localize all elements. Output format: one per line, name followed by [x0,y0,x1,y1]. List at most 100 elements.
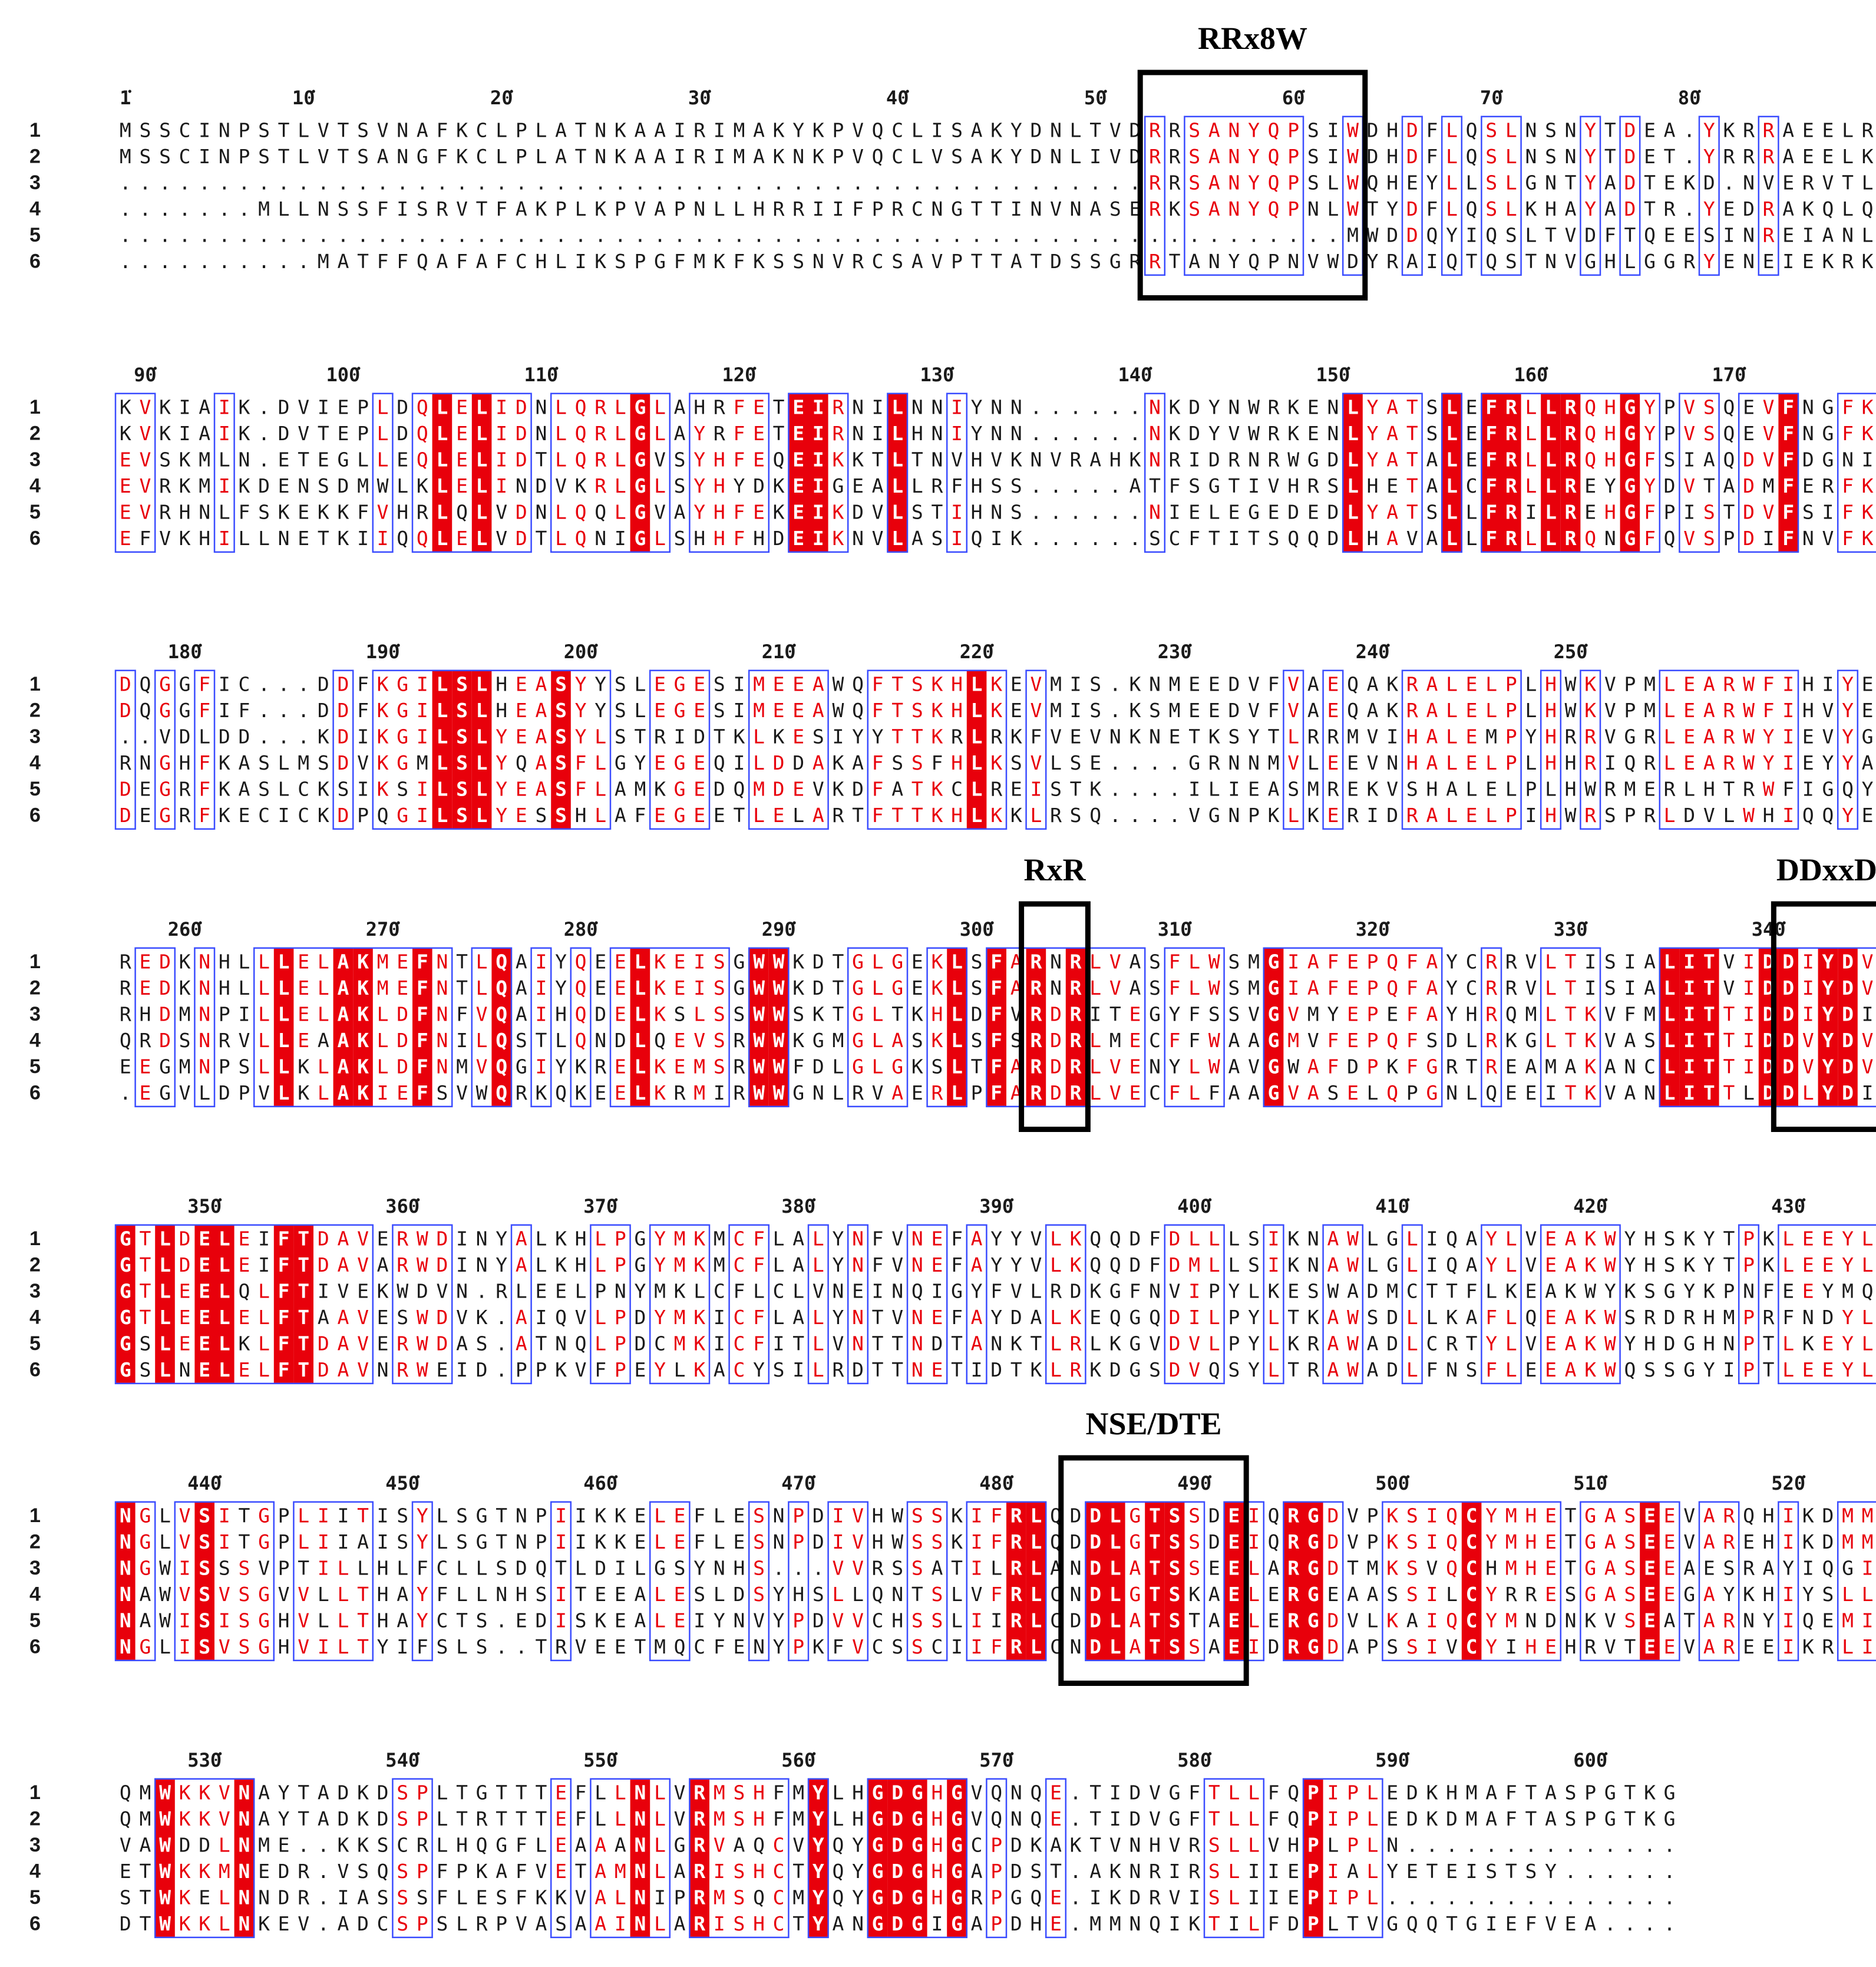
residue: . [1644,1912,1656,1935]
residue: T [773,396,785,419]
residue: V [555,474,567,497]
residue: E [1545,1253,1557,1276]
residue: K [476,1306,488,1329]
residue: K [1862,396,1874,419]
residue: A [1367,1583,1379,1606]
residue: D [337,699,349,722]
residue: F [1782,448,1794,471]
residue: R [1505,527,1517,550]
residue: I [219,699,230,722]
residue: R [1862,119,1874,142]
residue: S [1169,1557,1181,1580]
residue: . [1129,804,1141,827]
residue: L [1208,1306,1220,1329]
residue: W [753,951,765,973]
residue: Y [1842,725,1854,748]
residue: N [1129,1860,1141,1883]
conserved-region-frame [1698,1501,1740,1662]
residue: . [792,1557,804,1580]
residue: E [1802,119,1814,142]
residue: N [990,501,1002,524]
residue: I [1683,1029,1695,1052]
residue: S [911,1504,923,1527]
residue: F [773,1807,785,1830]
residue: G [1426,1081,1438,1104]
residue: S [1307,1280,1319,1303]
residue: V [219,1583,230,1606]
residue: G [911,1912,923,1935]
residue: Y [872,725,884,748]
residue: K [1505,1029,1517,1052]
motif-box [1058,1455,1249,1686]
residue: L [159,1530,171,1553]
residue: E [1228,1609,1240,1632]
residue: T [535,448,547,471]
sequence-number: 6 [29,1359,41,1381]
residue: E [1525,1280,1537,1303]
residue: . [1030,501,1042,524]
residue: H [1545,725,1557,748]
residue: T [891,1358,903,1381]
position-tick-dot [1406,1475,1410,1478]
residue: D [1782,951,1794,973]
residue: E [1505,1081,1517,1104]
residue: I [1426,1635,1438,1658]
residue: F [990,1583,1002,1606]
residue: E [1287,1886,1299,1909]
residue: S [555,725,567,748]
residue: L [159,1358,171,1381]
residue: V [832,1557,844,1580]
residue: K [318,804,329,827]
position-tick-dot [417,1198,420,1202]
residue: V [179,1504,191,1527]
residue: A [1604,171,1616,194]
residue: D [1386,804,1398,827]
residue: N [199,1055,210,1078]
residue: F [575,751,587,774]
residue: D [1822,1530,1834,1553]
residue: T [238,1504,250,1527]
residue: E [714,804,725,827]
residue: K [1030,1358,1042,1381]
residue: H [1525,1635,1537,1658]
residue: . [1604,1886,1616,1909]
residue: E [238,1227,250,1250]
conserved-region-frame [154,1778,255,1939]
residue: M [219,1860,230,1883]
residue: F [1466,1280,1478,1303]
residue: I [1070,699,1082,722]
residue: S [1406,778,1418,801]
residue: D [634,1332,646,1355]
residue: D [1703,171,1715,194]
residue: E [1327,804,1339,827]
residue: P [1347,1834,1359,1857]
position-tick-label: 360 [385,1195,420,1217]
residue: L [159,1635,171,1658]
residue: . [1426,1886,1438,1909]
residue: C [872,1609,884,1632]
position-tick-dot [510,90,513,93]
residue: P [1307,1860,1319,1883]
residue: . [120,224,131,247]
residue: V [357,1227,369,1250]
residue: G [1188,751,1200,774]
residue: . [813,171,824,194]
residue: Q [1802,804,1814,827]
residue: Y [1386,1860,1398,1883]
residue: D [337,751,349,774]
residue: L [1367,1081,1379,1104]
residue: R [159,501,171,524]
residue: Y [1248,725,1260,748]
conserved-region-frame [1738,1224,1760,1385]
residue: . [516,224,527,247]
residue: W [773,1055,785,1078]
residue: E [1743,422,1755,445]
residue: K [951,1504,963,1527]
residue: V [1763,422,1775,445]
residue: I [417,673,428,696]
residue: T [792,1912,804,1935]
residue: K [931,804,943,827]
residue: S [357,119,369,142]
residue: A [1664,119,1676,142]
